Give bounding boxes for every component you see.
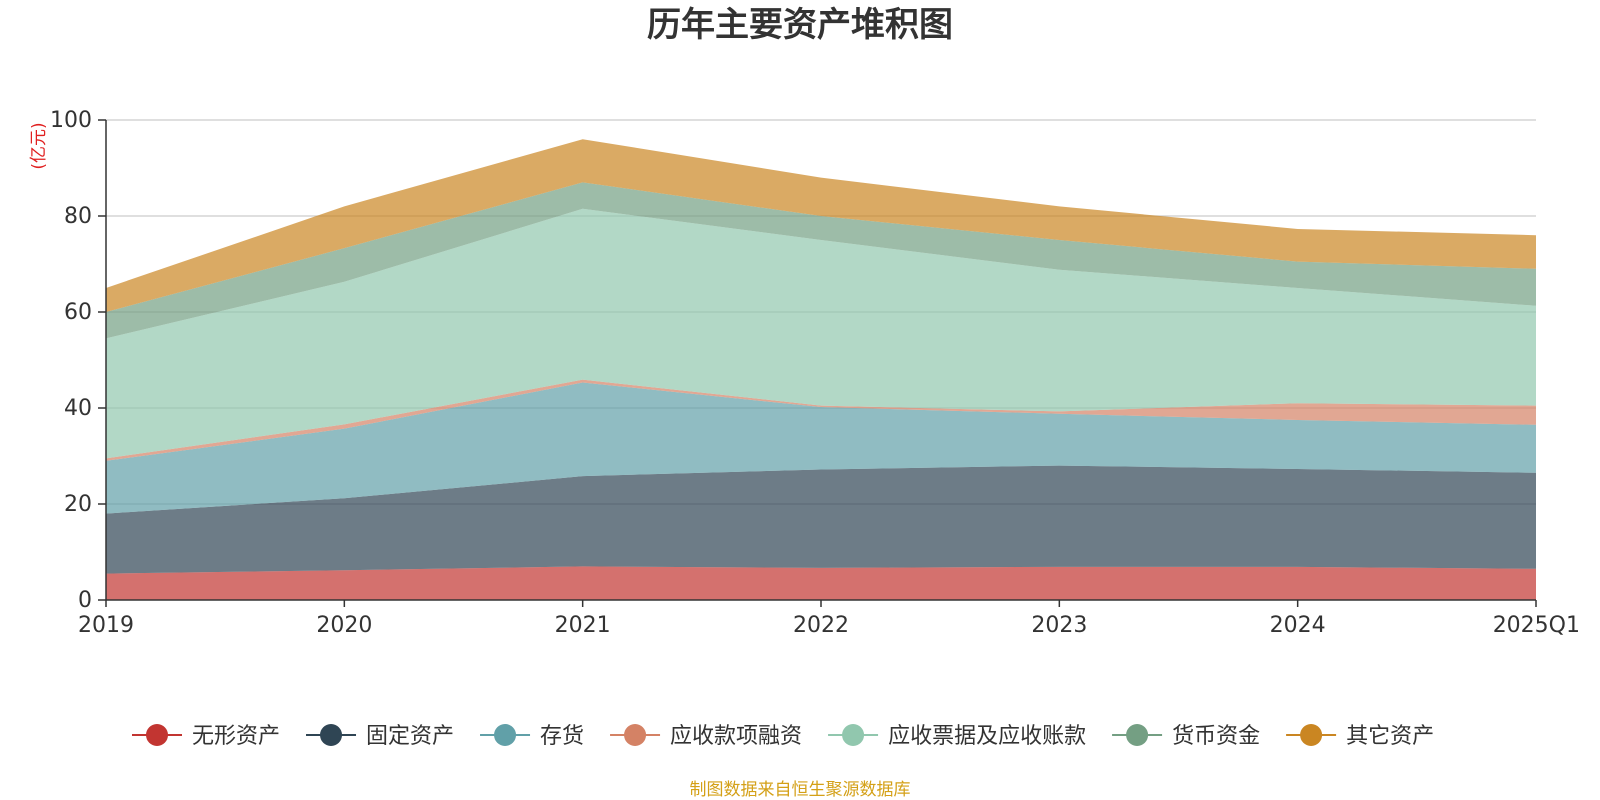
legend-marker: [320, 724, 343, 746]
y-tick-label: 80: [64, 204, 92, 229]
legend-marker: [146, 724, 168, 746]
x-tick-label: 2023: [1031, 613, 1087, 638]
x-tick-labels: 2019 2020 2021 2022 2023 2024 2025Q1: [78, 613, 1580, 638]
legend-marker: [494, 724, 517, 746]
legend-label: 应收票据及应收账款: [888, 724, 1086, 749]
legend-item[interactable]: 其它资产: [1286, 724, 1434, 749]
legend-marker: [1126, 724, 1149, 746]
legend-item[interactable]: 固定资产: [306, 724, 454, 749]
x-tick-label: 2021: [555, 613, 611, 638]
x-tick-label: 2024: [1270, 613, 1326, 638]
area-series-5: [106, 208, 1536, 459]
legend-item[interactable]: 应收票据及应收账款: [828, 724, 1086, 749]
legend-marker: [842, 724, 865, 746]
legend-marker: [624, 724, 647, 746]
y-tick-label: 0: [78, 588, 92, 613]
source-note: 制图数据来自恒生聚源数据库: [690, 780, 911, 800]
x-tick-label: 2020: [316, 613, 372, 638]
legend-item[interactable]: 存货: [480, 724, 584, 749]
legend-item[interactable]: 货币资金: [1112, 724, 1260, 749]
area-series-6: [106, 182, 1536, 339]
legend-label: 其它资产: [1346, 724, 1434, 749]
legend-label: 货币资金: [1172, 724, 1260, 749]
legend-label: 无形资产: [192, 724, 280, 749]
legend: 无形资产 固定资产 存货 应收款项融资 应收票据及应收账款 货币资金 其它资产: [132, 724, 1434, 749]
y-tick-labels: 0 20 40 60 80 100: [50, 108, 92, 613]
x-tick-label: 2019: [78, 613, 134, 638]
legend-item[interactable]: 无形资产: [132, 724, 280, 749]
area-series-3: [106, 382, 1536, 514]
x-tick-label: 2025Q1: [1493, 613, 1580, 638]
area-series-group: [106, 139, 1536, 600]
legend-label: 应收款项融资: [670, 724, 802, 749]
axes: [98, 119, 1537, 607]
area-series-1: [106, 566, 1536, 600]
y-tick-label: 40: [64, 396, 92, 421]
y-axis-unit-label: (亿元): [29, 122, 49, 169]
y-tick-label: 20: [64, 492, 92, 517]
legend-label: 存货: [540, 724, 584, 749]
area-series-7: [106, 139, 1536, 312]
legend-label: 固定资产: [366, 724, 454, 749]
legend-marker: [1300, 724, 1323, 746]
area-series-2: [106, 465, 1536, 574]
chart-title: 历年主要资产堆积图: [647, 5, 953, 45]
y-tick-label: 60: [64, 300, 92, 325]
x-tick-label: 2022: [793, 613, 849, 638]
legend-item[interactable]: 应收款项融资: [610, 724, 802, 749]
y-tick-label: 100: [50, 108, 92, 133]
